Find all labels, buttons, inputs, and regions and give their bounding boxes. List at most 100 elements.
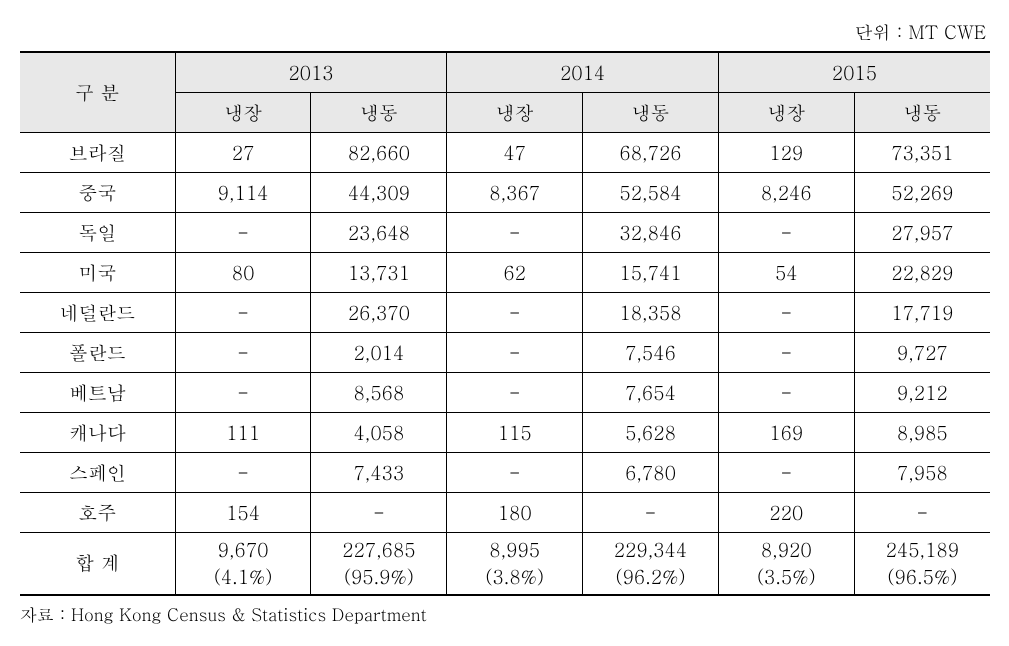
- table-row: 스페인-7,433-6,780-7,958: [20, 453, 990, 493]
- cell-y2014_frozen: 7,654: [583, 373, 719, 413]
- cell-y2014_frozen: -: [583, 493, 719, 533]
- cell-y2014_chilled: -: [447, 373, 583, 413]
- cell-y2014_chilled: 47: [447, 133, 583, 173]
- table-row: 독일-23,648-32,846-27,957: [20, 213, 990, 253]
- data-table: 구 분 2013 2014 2015 냉장 냉동 냉장 냉동 냉장 냉동 브라질…: [20, 51, 990, 596]
- cell-y2013_frozen: -: [311, 493, 447, 533]
- row-label: 폴란드: [20, 333, 175, 373]
- table-total-row: 합 계9,670(4.1%)227,685(95.9%)8,995(3.8%)2…: [20, 533, 990, 596]
- col-2013-chilled: 냉장: [175, 93, 311, 133]
- table-row: 네덜란드-26,370-18,358-17,719: [20, 293, 990, 333]
- row-label: 미국: [20, 253, 175, 293]
- cell-y2013_chilled: -: [175, 333, 311, 373]
- cell-y2013_chilled: -: [175, 213, 311, 253]
- col-2014-frozen: 냉동: [583, 93, 719, 133]
- table-row: 브라질2782,6604768,72612973,351: [20, 133, 990, 173]
- total-y2013_frozen-value: 227,685: [311, 537, 446, 564]
- total-y2013_frozen-pct: (95.9%): [311, 564, 446, 591]
- cell-y2013_chilled: 80: [175, 253, 311, 293]
- cell-y2015_chilled: 54: [718, 253, 854, 293]
- col-year-2013: 2013: [175, 52, 447, 93]
- cell-y2013_frozen: 13,731: [311, 253, 447, 293]
- cell-y2015_chilled: -: [718, 293, 854, 333]
- col-2015-chilled: 냉장: [718, 93, 854, 133]
- total-y2015_chilled: 8,920(3.5%): [718, 533, 854, 596]
- cell-y2015_frozen: 7,958: [854, 453, 990, 493]
- table-row: 캐나다1114,0581155,6281698,985: [20, 413, 990, 453]
- cell-y2015_frozen: 73,351: [854, 133, 990, 173]
- col-year-2014: 2014: [447, 52, 719, 93]
- cell-y2015_chilled: -: [718, 213, 854, 253]
- total-y2015_frozen-value: 245,189: [855, 537, 990, 564]
- cell-y2015_frozen: 8,985: [854, 413, 990, 453]
- total-y2015_frozen: 245,189(96.5%): [854, 533, 990, 596]
- cell-y2014_frozen: 7,546: [583, 333, 719, 373]
- cell-y2014_frozen: 68,726: [583, 133, 719, 173]
- cell-y2015_frozen: 9,727: [854, 333, 990, 373]
- unit-label: 단위 : MT CWE: [20, 20, 990, 45]
- row-label: 호주: [20, 493, 175, 533]
- cell-y2013_frozen: 4,058: [311, 413, 447, 453]
- total-y2014_frozen-pct: (96.2%): [583, 564, 718, 591]
- cell-y2014_frozen: 15,741: [583, 253, 719, 293]
- row-label: 스페인: [20, 453, 175, 493]
- cell-y2013_frozen: 8,568: [311, 373, 447, 413]
- cell-y2013_frozen: 26,370: [311, 293, 447, 333]
- cell-y2015_frozen: 22,829: [854, 253, 990, 293]
- cell-y2015_frozen: -: [854, 493, 990, 533]
- col-2013-frozen: 냉동: [311, 93, 447, 133]
- cell-y2013_chilled: -: [175, 373, 311, 413]
- total-y2013_chilled-value: 9,670: [176, 537, 311, 564]
- total-y2015_chilled-pct: (3.5%): [719, 564, 854, 591]
- cell-y2013_chilled: 111: [175, 413, 311, 453]
- cell-y2014_frozen: 6,780: [583, 453, 719, 493]
- cell-y2013_chilled: -: [175, 453, 311, 493]
- cell-y2014_frozen: 52,584: [583, 173, 719, 213]
- source-label: 자료 : Hong Kong Census & Statistics Depar…: [20, 602, 990, 626]
- cell-y2014_chilled: 8,367: [447, 173, 583, 213]
- total-y2015_frozen-pct: (96.5%): [855, 564, 990, 591]
- table-row: 호주154-180-220-: [20, 493, 990, 533]
- table-row: 베트남-8,568-7,654-9,212: [20, 373, 990, 413]
- row-label: 네덜란드: [20, 293, 175, 333]
- row-label: 중국: [20, 173, 175, 213]
- cell-y2014_chilled: -: [447, 213, 583, 253]
- total-y2014_chilled-value: 8,995: [447, 537, 582, 564]
- cell-y2013_frozen: 7,433: [311, 453, 447, 493]
- cell-y2015_chilled: 220: [718, 493, 854, 533]
- total-label: 합 계: [20, 533, 175, 596]
- col-2014-chilled: 냉장: [447, 93, 583, 133]
- cell-y2015_frozen: 17,719: [854, 293, 990, 333]
- cell-y2013_frozen: 23,648: [311, 213, 447, 253]
- cell-y2014_frozen: 18,358: [583, 293, 719, 333]
- cell-y2015_frozen: 27,957: [854, 213, 990, 253]
- cell-y2014_chilled: -: [447, 453, 583, 493]
- cell-y2015_chilled: 8,246: [718, 173, 854, 213]
- row-label: 캐나다: [20, 413, 175, 453]
- row-header-label: 구 분: [20, 52, 175, 133]
- cell-y2015_chilled: 129: [718, 133, 854, 173]
- row-label: 베트남: [20, 373, 175, 413]
- cell-y2013_frozen: 82,660: [311, 133, 447, 173]
- row-label: 브라질: [20, 133, 175, 173]
- cell-y2015_frozen: 9,212: [854, 373, 990, 413]
- cell-y2013_frozen: 2,014: [311, 333, 447, 373]
- table-row: 미국8013,7316215,7415422,829: [20, 253, 990, 293]
- total-y2013_chilled-pct: (4.1%): [176, 564, 311, 591]
- total-y2014_chilled-pct: (3.8%): [447, 564, 582, 591]
- cell-y2015_chilled: 169: [718, 413, 854, 453]
- cell-y2015_chilled: -: [718, 333, 854, 373]
- total-y2015_chilled-value: 8,920: [719, 537, 854, 564]
- cell-y2013_chilled: 9,114: [175, 173, 311, 213]
- total-y2014_frozen: 229,344(96.2%): [583, 533, 719, 596]
- cell-y2013_chilled: -: [175, 293, 311, 333]
- cell-y2014_chilled: -: [447, 333, 583, 373]
- cell-y2014_chilled: 62: [447, 253, 583, 293]
- total-y2014_chilled: 8,995(3.8%): [447, 533, 583, 596]
- col-year-2015: 2015: [718, 52, 990, 93]
- row-label: 독일: [20, 213, 175, 253]
- cell-y2015_frozen: 52,269: [854, 173, 990, 213]
- table-row: 중국9,11444,3098,36752,5848,24652,269: [20, 173, 990, 213]
- table-row: 폴란드-2,014-7,546-9,727: [20, 333, 990, 373]
- cell-y2015_chilled: -: [718, 453, 854, 493]
